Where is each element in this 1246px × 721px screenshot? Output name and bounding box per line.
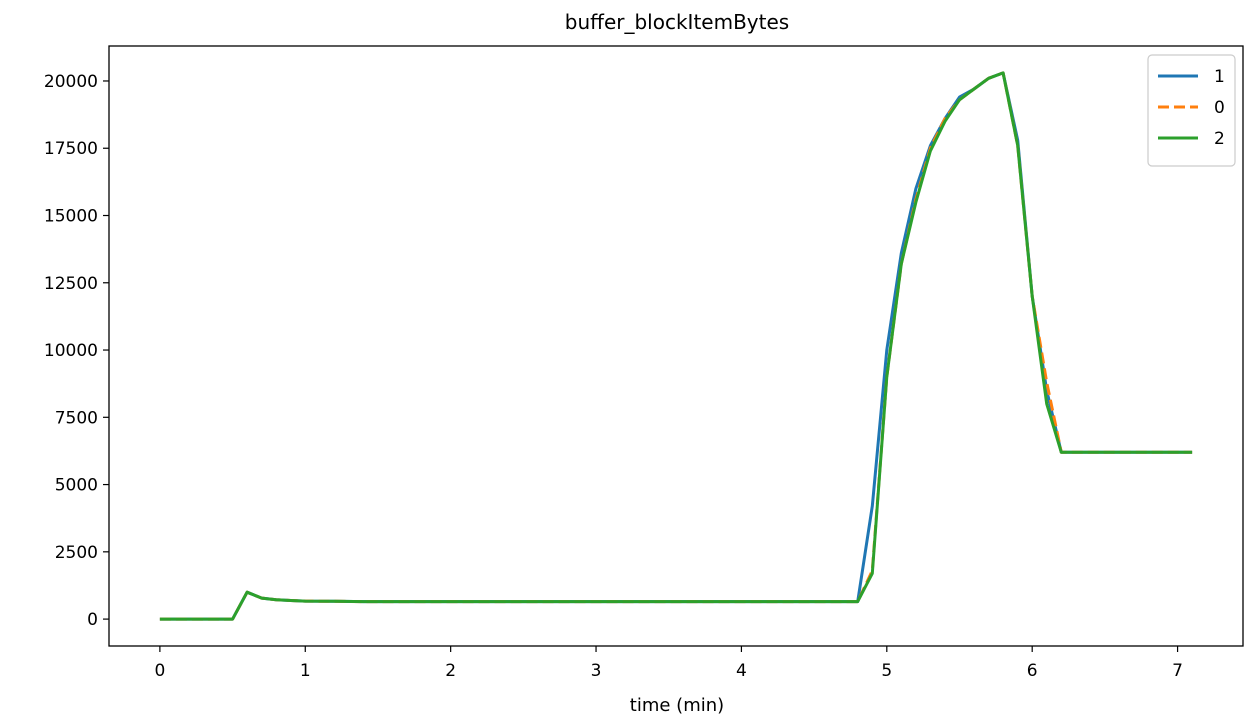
- x-tick-label: 0: [154, 661, 165, 681]
- series-layer: [159, 71, 1193, 621]
- y-tick-label: 7500: [55, 408, 98, 428]
- y-tick-label: 5000: [55, 476, 98, 496]
- x-tick-label: 7: [1172, 661, 1183, 681]
- x-tick-label: 1: [300, 661, 311, 681]
- y-axis: 0 2500 5000 7500 10000 12500 15000 17500 20000: [44, 72, 109, 630]
- x-axis: 0 1 2 3 4 5 6 7: [154, 646, 1183, 681]
- y-tick-label: 10000: [44, 341, 98, 361]
- plot-frame: [108, 45, 1244, 647]
- y-tick-label: 17500: [44, 139, 98, 159]
- x-tick-label: 3: [591, 661, 602, 681]
- legend-label: 2: [1214, 129, 1225, 149]
- legend-label: 1: [1214, 67, 1225, 87]
- x-tick-label: 4: [736, 661, 747, 681]
- x-tick-label: 2: [445, 661, 456, 681]
- plot-area: [108, 45, 1244, 647]
- x-tick-label: 5: [881, 661, 892, 681]
- series-line-2: [159, 71, 1193, 621]
- y-tick-label: 0: [87, 610, 98, 630]
- x-tick-label: 6: [1027, 661, 1038, 681]
- legend-label: 0: [1214, 98, 1225, 118]
- y-tick-label: 2500: [55, 543, 98, 563]
- y-tick-label: 15000: [44, 207, 98, 227]
- y-tick-label: 12500: [44, 274, 98, 294]
- x-axis-label: time (min): [630, 695, 724, 716]
- legend: 1 0 2: [1147, 54, 1236, 167]
- chart-title: buffer_blockItemBytes: [565, 10, 789, 34]
- y-tick-label: 20000: [44, 72, 98, 92]
